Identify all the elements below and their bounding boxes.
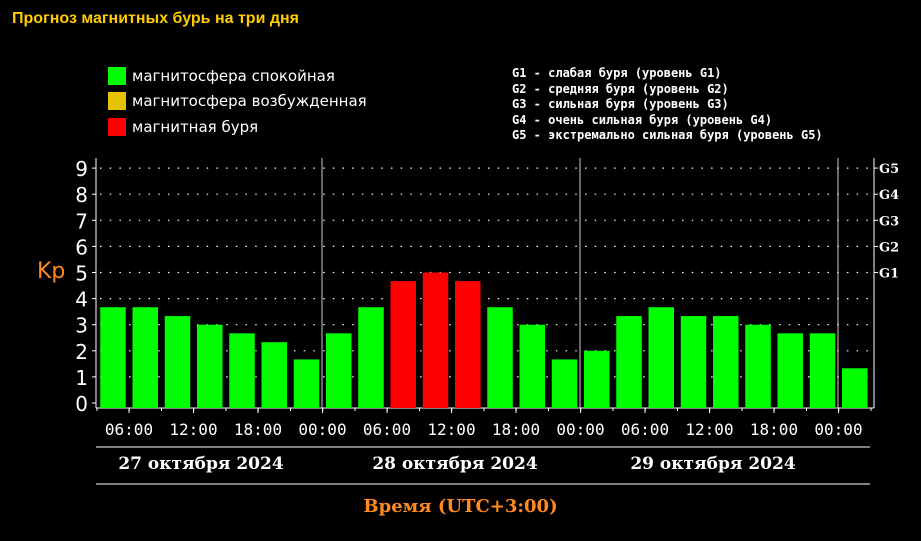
y-tick-label: 2 — [75, 340, 88, 364]
kp-bar — [455, 281, 481, 408]
g-tick-label: G1 — [879, 267, 899, 282]
legend-label-quiet: магнитосфера спокойная — [132, 67, 335, 85]
kp-bar — [713, 316, 739, 408]
x-tick-label: 18:00 — [750, 420, 798, 439]
kp-bar — [519, 324, 545, 408]
g-tick-label: G4 — [879, 188, 899, 203]
y-tick-label: 9 — [75, 157, 88, 181]
y-tick-label: 0 — [75, 392, 88, 416]
legend-swatch-quiet — [108, 67, 126, 85]
g-tick-label: G5 — [879, 162, 899, 177]
kp-bar — [293, 359, 320, 408]
kp-bar — [680, 316, 707, 408]
kp-bar — [777, 333, 803, 408]
kp-bar — [358, 307, 384, 408]
y-tick-label: 5 — [75, 262, 88, 286]
y-tick-label: 6 — [75, 235, 88, 259]
date-label-day3: 29 октября 2024 — [630, 454, 796, 474]
x-tick-label: 00:00 — [298, 420, 346, 439]
g-legend-line: G5 - экстремально сильная буря (уровень … — [512, 128, 823, 142]
kp-bar — [100, 307, 126, 408]
kp-bar — [132, 307, 158, 408]
kp-bar — [584, 350, 610, 408]
g-legend-line: G1 - слабая буря (уровень G1) — [512, 66, 722, 80]
kp-bar — [197, 324, 223, 408]
kp-bar — [809, 333, 836, 408]
date-label-day2: 28 октября 2024 — [372, 454, 538, 474]
y-tick-label: 7 — [75, 209, 88, 233]
g-legend-line: G4 - очень сильная буря (уровень G4) — [512, 112, 773, 127]
x-tick-label: 06:00 — [363, 420, 411, 439]
y-tick-label: 4 — [75, 288, 88, 312]
legend-label-excited: магнитосфера возбужденная — [132, 92, 367, 110]
y-axis-label: Kp — [37, 259, 66, 284]
kp-bar — [487, 307, 513, 408]
x-tick-label: 00:00 — [556, 420, 604, 439]
x-tick-label: 12:00 — [169, 420, 217, 439]
page-title: Прогноз магнитных бурь на три дня — [12, 10, 299, 27]
kp-bar — [648, 307, 674, 408]
x-axis-label: Время (UTC+3:00) — [363, 496, 558, 517]
g-tick-label: G3 — [879, 214, 899, 229]
kp-bar — [616, 316, 642, 408]
legend-item-storm: магнитная буря — [108, 117, 258, 137]
legend-swatch-storm — [108, 118, 126, 136]
kp-bar — [842, 368, 868, 408]
date-label-day1: 27 октября 2024 — [118, 454, 284, 474]
kp-bar — [390, 281, 416, 408]
x-tick-label: 18:00 — [234, 420, 282, 439]
x-tick-label: 06:00 — [105, 420, 153, 439]
g-legend-line: G2 - средняя буря (уровень G2) — [512, 81, 729, 96]
kp-bar — [745, 324, 771, 408]
x-tick-label: 12:00 — [427, 420, 475, 439]
x-tick-label: 00:00 — [814, 420, 862, 439]
g-legend-line: G3 - сильная буря (уровень G3) — [512, 97, 729, 111]
kp-bar — [326, 333, 352, 408]
x-tick-label: 06:00 — [621, 420, 669, 439]
kp-bar — [229, 333, 255, 408]
legend-item-quiet: магнитосфера спокойная — [108, 66, 335, 86]
g-scale-legend: G1 - слабая буря (уровень G1) G2 - средн… — [512, 66, 823, 144]
g-tick-label: G2 — [879, 240, 899, 255]
legend-swatch-excited — [108, 92, 126, 110]
y-tick-label: 1 — [75, 366, 88, 390]
kp-bar — [551, 359, 578, 408]
y-tick-label: 8 — [75, 183, 88, 207]
kp-bar — [261, 342, 287, 408]
legend-label-storm: магнитная буря — [132, 118, 259, 136]
x-tick-label: 12:00 — [685, 420, 733, 439]
y-tick-label: 3 — [75, 314, 88, 338]
kp-bar — [164, 316, 191, 408]
kp-bar — [422, 272, 449, 408]
legend-item-excited: магнитосфера возбужденная — [108, 91, 367, 111]
x-tick-label: 18:00 — [492, 420, 540, 439]
